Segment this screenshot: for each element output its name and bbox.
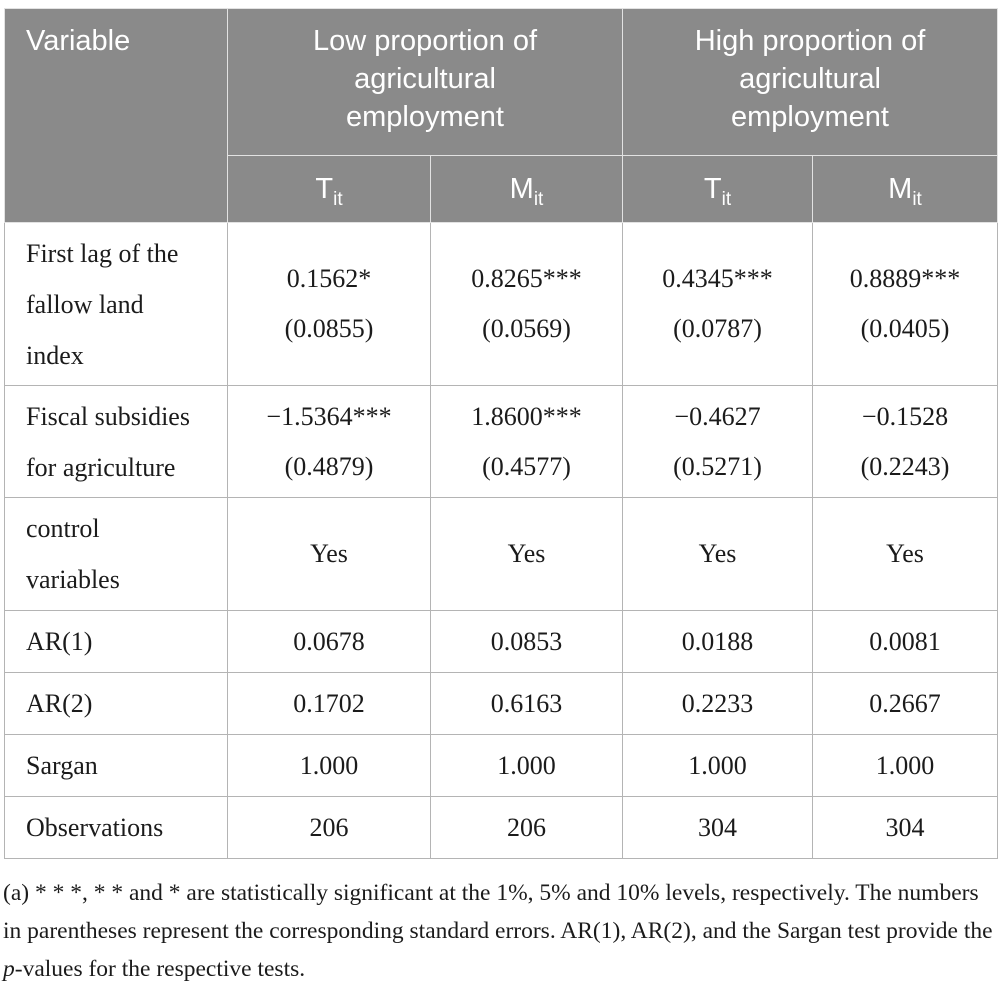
row-label: Sargan [4,734,228,797]
column-header-m-low: Mit [430,155,623,223]
column-header-m-high: Mit [812,155,998,223]
value-cell: 1.000 [622,734,813,797]
coefficient-value: 0.1562* [286,264,372,293]
table-footnote: (a) * * *, * * and * are statistically s… [3,874,1002,988]
coefficient-value: −1.5364*** [266,401,392,431]
column-header-base: M [509,172,534,205]
value-cell: 0.0081 [812,610,998,673]
header-group-low-proportion: Low proportion of agricultural employmen… [227,8,623,156]
column-header-subscript: it [721,188,732,210]
coefficient-cell: 0.4345*** (0.0787) [622,222,813,386]
column-header-base: M [888,172,913,205]
coefficient-cell: 0.8265*** (0.0569) [430,222,623,386]
standard-error: (0.2243) [860,451,950,481]
coefficient-cell: 1.8600*** (0.4577) [430,385,623,498]
header-group-high-proportion: High proportion of agricultural employme… [622,8,998,156]
coefficient-value: 1.8600*** [471,401,582,431]
value-cell: Yes [622,497,813,611]
coefficient-cell: 0.8889*** (0.0405) [812,222,998,386]
header-row-subcolumns: Tit Mit Tit Mit [5,155,998,223]
value-cell: 206 [227,796,431,859]
table-row-fiscal-subsidies: Fiscal subsidies for agriculture −1.5364… [4,385,998,498]
value-cell: 0.0678 [227,610,431,673]
row-label: control variables [4,497,228,611]
column-header-base: T [315,172,334,205]
value-cell: 1.000 [430,734,623,797]
value-cell: 0.0188 [622,610,813,673]
value-cell: 304 [812,796,998,859]
column-header-subscript: it [912,188,922,210]
coefficient-value: 0.8265*** [471,264,582,293]
row-label: Fiscal subsidies for agriculture [4,385,228,498]
standard-error: (0.5271) [673,451,762,481]
coefficient-value: 0.8889*** [849,264,961,293]
regression-results-table-wrap: Variable Low proportion of agricultural … [4,8,998,859]
column-header-t-high: Tit [622,155,813,223]
column-header-base: T [703,172,722,205]
coefficient-value: −0.1528 [861,401,949,431]
standard-error: (0.4879) [284,451,374,481]
value-cell: Yes [227,497,431,611]
coefficient-cell: −1.5364*** (0.4879) [227,385,431,498]
value-cell: 0.2667 [812,672,998,735]
coefficient-value: −0.4627 [674,401,761,431]
row-label: AR(2) [4,672,228,735]
column-header-t-low: Tit [227,155,431,223]
regression-results-table: Variable Low proportion of agricultural … [4,8,998,859]
value-cell: 0.6163 [430,672,623,735]
table-row-first-lag: First lag of the fallow land index 0.156… [4,222,998,386]
table-row-ar2: AR(2) 0.1702 0.6163 0.2233 0.2667 [4,672,998,735]
column-header-subscript: it [533,188,544,210]
footnote-text-part1: (a) * * *, * * and * are statistically s… [3,880,993,944]
table-row-control-variables: control variables Yes Yes Yes Yes [4,497,998,611]
standard-error: (0.0569) [482,314,571,343]
value-cell: 1.000 [227,734,431,797]
footnote-text-part2: -values for the respective tests. [14,956,306,982]
standard-error: (0.0855) [284,314,374,343]
row-label: Observations [4,796,228,859]
coefficient-cell: −0.1528 (0.2243) [812,385,998,498]
coefficient-cell: 0.1562* (0.0855) [227,222,431,386]
table-row-observations: Observations 206 206 304 304 [4,796,998,859]
standard-error: (0.4577) [482,451,571,481]
table-row-ar1: AR(1) 0.0678 0.0853 0.0188 0.0081 [4,610,998,673]
standard-error: (0.0787) [673,314,762,343]
header-variable: Variable [4,8,228,223]
table-row-sargan: Sargan 1.000 1.000 1.000 1.000 [4,734,998,797]
row-label: First lag of the fallow land index [4,222,228,386]
coefficient-cell: −0.4627 (0.5271) [622,385,813,498]
value-cell: 304 [622,796,813,859]
row-label: AR(1) [4,610,228,673]
header-row-groups: Variable Low proportion of agricultural … [4,8,998,223]
value-cell: Yes [430,497,623,611]
value-cell: 0.1702 [227,672,431,735]
value-cell: Yes [812,497,998,611]
value-cell: 0.2233 [622,672,813,735]
value-cell: 1.000 [812,734,998,797]
footnote-italic-p: p [3,956,15,982]
value-cell: 0.0853 [430,610,623,673]
value-cell: 206 [430,796,623,859]
coefficient-value: 0.4345*** [662,264,773,293]
standard-error: (0.0405) [860,314,950,343]
column-header-subscript: it [333,188,343,210]
